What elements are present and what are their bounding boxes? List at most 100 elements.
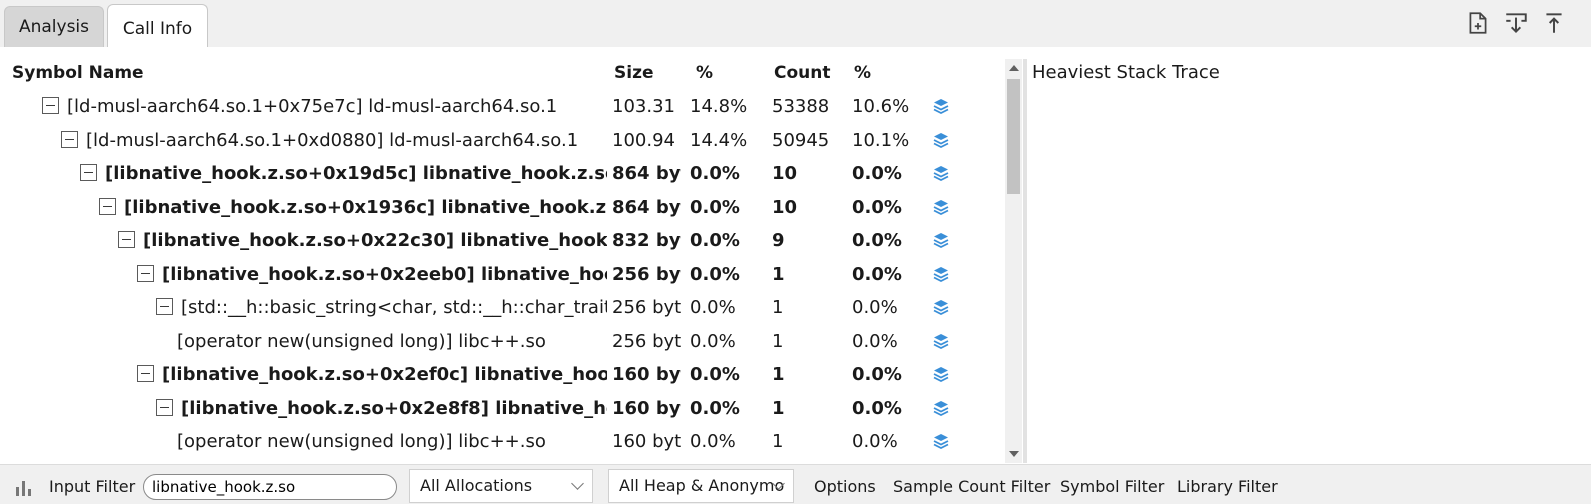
heaviest-stack-trace-panel: Heaviest Stack Trace (1027, 59, 1591, 463)
count-percent-cell: 0.0% (852, 163, 902, 184)
symbol-name-cell: [operator new(unsigned long)] libc++.so (0, 425, 607, 459)
table-row[interactable]: [libnative_hook.z.so+0x2ef0c] libnative_… (0, 358, 1000, 392)
sample-count-filter-button[interactable]: Sample Count Filter (893, 477, 1051, 496)
input-filter-field[interactable] (143, 474, 397, 500)
toolbar-icons (1465, 10, 1575, 38)
size-percent-cell: 0.0% (690, 263, 740, 285)
count-percent-cell: 10.1% (852, 129, 910, 151)
count-percent-cell: 10.6% (852, 96, 910, 117)
count-cell: 50945 (772, 129, 830, 151)
download-tray-icon[interactable] (1503, 10, 1529, 38)
symbol-name-text: [libnative_hook.z.so+0x2e8f8] libnative_… (181, 397, 607, 419)
count-cell: 53388 (772, 96, 830, 117)
layers-stack-icon[interactable] (932, 291, 954, 325)
export-file-icon[interactable] (1465, 10, 1491, 38)
size-percent-cell: 0.0% (690, 364, 740, 385)
count-cell: 9 (772, 230, 785, 251)
size-cell: 160 bytes (612, 431, 681, 452)
tab-bar: Analysis Call Info (0, 0, 1591, 48)
size-cell: 256 bytes (612, 263, 681, 285)
layers-stack-icon[interactable] (932, 325, 954, 359)
table-row[interactable]: [operator new(unsigned long)] libc++.so 2… (0, 325, 1000, 359)
count-cell: 1 (772, 397, 785, 419)
collapse-toggle-icon[interactable] (137, 264, 154, 282)
collapse-toggle-icon[interactable] (156, 398, 173, 416)
symbol-filter-button[interactable]: Symbol Filter (1060, 477, 1165, 496)
symbol-name-text: [libnative_hook.z.so+0x19d5c] libnative_… (105, 163, 607, 184)
symbol-name-cell: [libnative_hook.z.so+0x19d5c] libnative_… (0, 157, 607, 191)
header-count[interactable]: Count (774, 63, 831, 83)
table-row[interactable]: [ld-musl-aarch64.so.1+0x75e7c] ld-musl-a… (0, 90, 1000, 124)
count-percent-cell: 0.0% (852, 230, 902, 251)
layers-stack-icon[interactable] (932, 224, 954, 258)
size-cell: 864 bytes (612, 163, 681, 184)
count-percent-cell: 0.0% (852, 196, 902, 218)
table-row[interactable]: [libnative_hook.z.so+0x2e8f8] libnative_… (0, 392, 1000, 426)
layers-stack-icon[interactable] (932, 425, 954, 459)
count-percent-cell: 0.0% (852, 297, 898, 318)
layers-stack-icon[interactable] (932, 90, 954, 124)
bar-chart-icon[interactable] (14, 477, 34, 497)
table-row[interactable]: [libnative_hook.z.so+0x19d5c] libnative_… (0, 157, 1000, 191)
symbol-name-cell: [libnative_hook.z.so+0x2eeb0] libnative_… (0, 258, 607, 292)
count-percent-cell: 0.0% (852, 330, 898, 352)
size-percent-cell: 0.0% (690, 330, 736, 352)
upload-top-icon[interactable] (1541, 10, 1567, 38)
layers-stack-icon[interactable] (932, 392, 954, 426)
layers-stack-icon[interactable] (932, 124, 954, 158)
symbol-name-text: [libnative_hook.z.so+0x2ef0c] libnative_… (162, 364, 607, 385)
call-info-table: Symbol Name Size % Count % [ld-musl-aarc… (0, 47, 1007, 463)
table-row[interactable]: [operator new(unsigned long)] libc++.so 1… (0, 425, 1000, 459)
scroll-thumb[interactable] (1007, 79, 1020, 194)
layers-stack-icon[interactable] (932, 191, 954, 225)
layers-stack-icon[interactable] (932, 358, 954, 392)
tab-analysis[interactable]: Analysis (4, 6, 104, 47)
collapse-toggle-icon[interactable] (42, 97, 59, 114)
size-percent-cell: 0.0% (690, 397, 740, 419)
header-size[interactable]: Size (614, 63, 654, 83)
size-cell: 160 bytes (612, 364, 681, 385)
symbol-name-cell: [libnative_hook.z.so+0x1936c] libnative_… (0, 191, 607, 225)
memory-type-select[interactable]: All Heap & Anonymo (608, 469, 794, 503)
collapse-toggle-icon[interactable] (156, 298, 173, 315)
table-row[interactable]: [libnative_hook.z.so+0x22c30] libnative_… (0, 224, 1000, 258)
header-size-percent[interactable]: % (696, 63, 714, 83)
size-percent-cell: 14.8% (690, 96, 748, 117)
collapse-toggle-icon[interactable] (61, 130, 78, 148)
table-row[interactable]: [std::__h::basic_string<char, std::__h::… (0, 291, 1000, 325)
scroll-down-arrow[interactable] (1009, 451, 1019, 457)
input-filter-label: Input Filter (49, 477, 136, 496)
symbol-name-text: [ld-musl-aarch64.so.1+0xd0880] ld-musl-a… (86, 129, 579, 151)
layers-stack-icon[interactable] (932, 157, 954, 191)
layers-stack-icon[interactable] (932, 258, 954, 292)
bottom-toolbar: Input Filter All Allocations All Heap & … (0, 464, 1591, 504)
size-percent-cell: 0.0% (690, 431, 736, 452)
header-count-percent[interactable]: % (854, 63, 872, 83)
size-percent-cell: 0.0% (690, 297, 736, 318)
count-cell: 1 (772, 263, 785, 285)
panel-splitter[interactable] (1023, 59, 1027, 463)
collapse-toggle-icon[interactable] (99, 197, 116, 215)
size-cell: 160 bytes (612, 397, 681, 419)
symbol-name-text: [operator new(unsigned long)] libc++.so (177, 330, 546, 352)
size-cell: 103.31 K (612, 96, 681, 117)
scroll-up-arrow[interactable] (1009, 65, 1019, 71)
collapse-toggle-icon[interactable] (118, 231, 135, 248)
header-symbol-name[interactable]: Symbol Name (12, 63, 144, 83)
collapse-toggle-icon[interactable] (137, 365, 154, 382)
options-button[interactable]: Options (814, 477, 876, 496)
table-row[interactable]: [ld-musl-aarch64.so.1+0xd0880] ld-musl-a… (0, 124, 1000, 158)
symbol-name-text: [libnative_hook.z.so+0x2eeb0] libnative_… (162, 263, 607, 285)
tab-call-info[interactable]: Call Info (107, 4, 208, 48)
allocation-type-select[interactable]: All Allocations (409, 469, 593, 503)
table-header: Symbol Name Size % Count % (0, 47, 1007, 101)
table-row[interactable]: [libnative_hook.z.so+0x1936c] libnative_… (0, 191, 1000, 225)
size-cell: 864 bytes (612, 196, 681, 218)
memory-type-value: All Heap & Anonymo (619, 476, 785, 495)
library-filter-button[interactable]: Library Filter (1177, 477, 1278, 496)
table-vertical-scrollbar[interactable] (1005, 59, 1022, 463)
symbol-name-text: [libnative_hook.z.so+0x22c30] libnative_… (143, 230, 607, 251)
collapse-toggle-icon[interactable] (80, 164, 97, 181)
table-row[interactable]: [libnative_hook.z.so+0x2eeb0] libnative_… (0, 258, 1000, 292)
symbol-name-cell: [libnative_hook.z.so+0x2ef0c] libnative_… (0, 358, 607, 392)
